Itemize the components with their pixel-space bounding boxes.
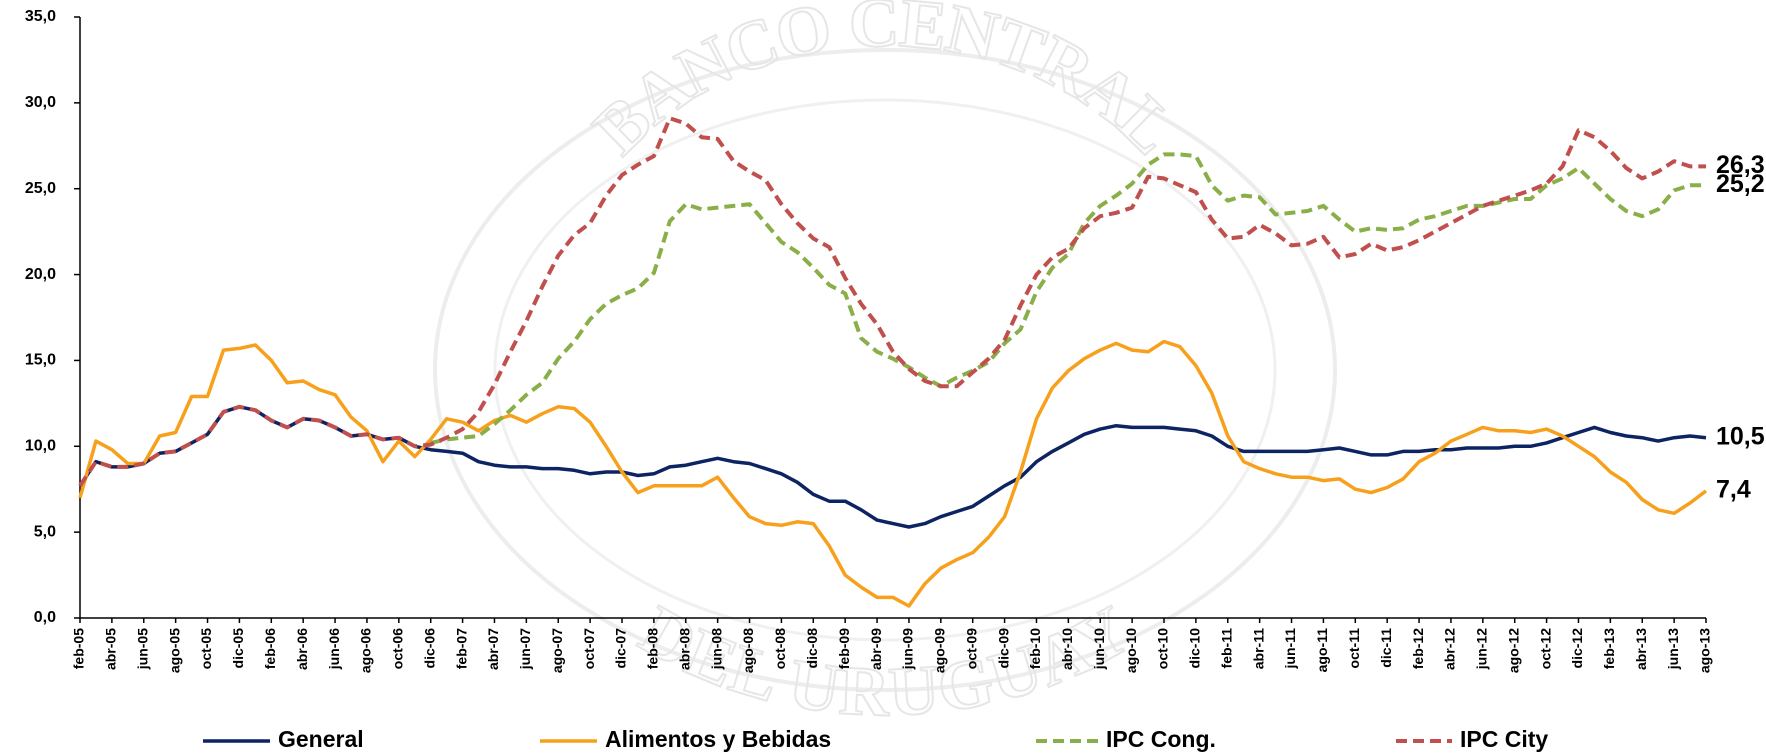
- x-tick-label: abr-05: [103, 628, 119, 670]
- y-tick-label: 10,0: [25, 438, 56, 455]
- end-label: 7,4: [1716, 476, 1751, 504]
- end-label: 10,5: [1716, 422, 1765, 450]
- y-tick-label: 15,0: [25, 352, 56, 369]
- y-tick-label: 0,0: [34, 609, 56, 626]
- watermark-ring: [495, 100, 1275, 640]
- x-tick-label: ago-06: [358, 628, 374, 673]
- legend-label: IPC City: [1460, 726, 1548, 752]
- x-tick-label: dic-07: [613, 628, 629, 669]
- x-tick-label: jun-12: [1474, 628, 1490, 670]
- x-tick-label: ago-13: [1697, 628, 1713, 673]
- x-tick-label: feb-08: [645, 628, 661, 669]
- y-tick-label: 30,0: [25, 94, 56, 111]
- x-tick-label: oct-08: [772, 628, 788, 669]
- legend-label: IPC Cong.: [1106, 726, 1216, 752]
- x-tick-label: ago-11: [1314, 628, 1330, 673]
- chart: BANCO CENTRAL DEL URUGUAY 0,0 5,0 10,0 15,0…: [0, 0, 1766, 753]
- x-tick-label: dic-05: [230, 628, 246, 669]
- x-tick-label: feb-10: [1027, 628, 1043, 669]
- x-tick-label: abr-09: [868, 628, 884, 670]
- x-tick-label: jun-11: [1282, 628, 1298, 670]
- x-tick-label: feb-05: [71, 628, 87, 669]
- x-tick-label: oct-06: [390, 628, 406, 669]
- y-tick-label: 35,0: [25, 8, 56, 25]
- y-tick-label: 20,0: [25, 266, 56, 283]
- x-tick-label: ago-12: [1505, 628, 1521, 673]
- x-tick-label: oct-05: [198, 628, 214, 669]
- legend-label: Alimentos y Bebidas: [605, 726, 831, 752]
- x-tick-label: jun-05: [134, 628, 150, 670]
- x-tick-label: ago-05: [166, 628, 182, 673]
- x-tick-label: dic-12: [1569, 628, 1585, 669]
- x-tick-label: oct-10: [1155, 628, 1171, 669]
- x-tick-label: oct-11: [1346, 628, 1362, 669]
- x-tick-label: feb-12: [1410, 628, 1426, 669]
- y-tick-label: 25,0: [25, 180, 56, 197]
- x-tick-label: jun-06: [326, 628, 342, 670]
- x-tick-label: dic-11: [1378, 628, 1394, 668]
- x-tick-label: abr-06: [294, 628, 310, 670]
- end-label: 26,3: [1716, 151, 1765, 179]
- series-line: [80, 118, 1706, 486]
- x-tick-label: jun-10: [1091, 628, 1107, 670]
- series-line: [80, 407, 1706, 527]
- x-tick-label: feb-06: [262, 628, 278, 669]
- x-tick-label: jun-13: [1665, 628, 1681, 670]
- x-tick-label: oct-07: [581, 628, 597, 669]
- x-tick-label: abr-07: [485, 628, 501, 670]
- x-tick-label: jun-09: [900, 628, 916, 670]
- x-tick-label: feb-11: [1218, 628, 1234, 669]
- x-tick-label: dic-10: [1187, 628, 1203, 669]
- y-tick-label: 5,0: [34, 523, 56, 540]
- x-tick-label: abr-08: [676, 628, 692, 670]
- x-tick-label: dic-06: [421, 628, 437, 669]
- x-tick-label: oct-12: [1537, 628, 1553, 669]
- x-tick-label: abr-12: [1442, 628, 1458, 670]
- x-tick-label: ago-09: [932, 628, 948, 673]
- page: {"chart_data": {"type": "line", "waterma…: [0, 0, 1766, 753]
- x-tick-label: feb-07: [453, 628, 469, 669]
- series-line: [80, 342, 1706, 607]
- x-tick-label: abr-13: [1633, 628, 1649, 670]
- x-tick-label: abr-10: [1059, 628, 1075, 670]
- x-tick-label: feb-09: [836, 628, 852, 669]
- legend-label: General: [278, 726, 364, 752]
- watermark: BANCO CENTRAL DEL URUGUAY: [435, 0, 1335, 732]
- x-tick-label: dic-08: [804, 628, 820, 669]
- x-tick-label: ago-07: [549, 628, 565, 673]
- x-tick-label: oct-09: [963, 628, 979, 669]
- x-tick-label: feb-13: [1601, 628, 1617, 669]
- series-line: [431, 154, 1706, 443]
- x-tick-label: dic-09: [995, 628, 1011, 669]
- x-tick-label: ago-10: [1123, 628, 1139, 673]
- x-tick-label: ago-08: [740, 628, 756, 673]
- x-tick-label: abr-11: [1250, 628, 1266, 669]
- x-tick-label: jun-07: [517, 628, 533, 670]
- x-tick-label: jun-08: [708, 628, 724, 670]
